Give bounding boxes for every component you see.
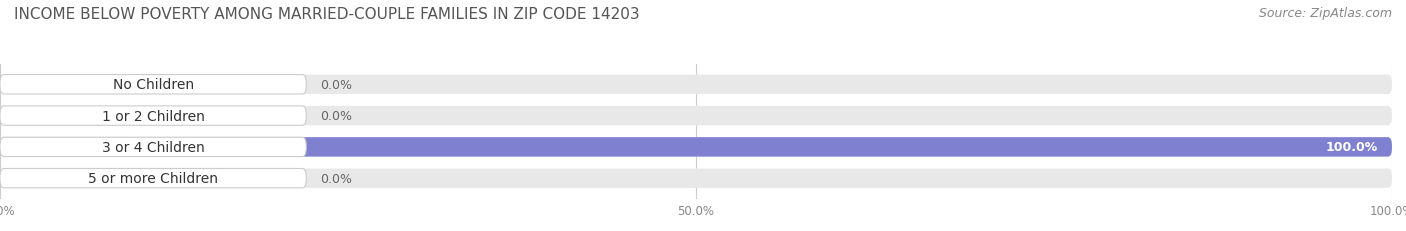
FancyBboxPatch shape bbox=[0, 75, 307, 94]
FancyBboxPatch shape bbox=[0, 138, 1392, 157]
Text: 1 or 2 Children: 1 or 2 Children bbox=[101, 109, 204, 123]
FancyBboxPatch shape bbox=[0, 75, 1392, 94]
Text: 3 or 4 Children: 3 or 4 Children bbox=[101, 140, 204, 154]
Text: INCOME BELOW POVERTY AMONG MARRIED-COUPLE FAMILIES IN ZIP CODE 14203: INCOME BELOW POVERTY AMONG MARRIED-COUPL… bbox=[14, 7, 640, 22]
Text: 5 or more Children: 5 or more Children bbox=[89, 171, 218, 185]
FancyBboxPatch shape bbox=[0, 106, 1392, 126]
Text: 0.0%: 0.0% bbox=[321, 110, 352, 123]
Text: 100.0%: 100.0% bbox=[1326, 141, 1378, 154]
FancyBboxPatch shape bbox=[0, 169, 1392, 188]
FancyBboxPatch shape bbox=[0, 169, 307, 188]
Text: No Children: No Children bbox=[112, 78, 194, 92]
FancyBboxPatch shape bbox=[0, 138, 1392, 157]
Text: 0.0%: 0.0% bbox=[321, 172, 352, 185]
FancyBboxPatch shape bbox=[0, 106, 307, 126]
Text: Source: ZipAtlas.com: Source: ZipAtlas.com bbox=[1258, 7, 1392, 20]
FancyBboxPatch shape bbox=[0, 138, 307, 157]
Text: 0.0%: 0.0% bbox=[321, 79, 352, 91]
